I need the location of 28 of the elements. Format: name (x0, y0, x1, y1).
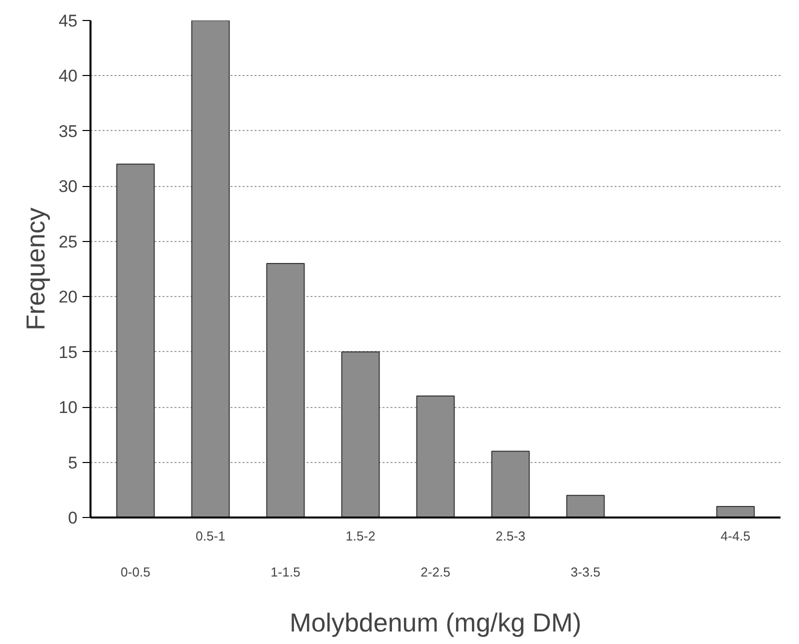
x-tick-label: 0-0.5 (120, 564, 150, 580)
bar (116, 164, 155, 518)
y-tick-label: 35 (58, 122, 78, 141)
y-axis-title: Frequency (20, 208, 51, 330)
x-tick-label: 3-3.5 (570, 564, 600, 580)
y-tick-label: 25 (58, 232, 78, 252)
y-tick-label: 40 (58, 66, 78, 86)
y-tick-label: 15 (58, 342, 78, 362)
bar (266, 262, 305, 518)
x-tick-label: 2-2.5 (420, 564, 450, 580)
bar (491, 450, 530, 518)
x-tick-label: 0.5-1 (196, 528, 226, 544)
x-tick-label: 1.5-2 (346, 528, 376, 544)
x-tick-label: 2.5-3 (496, 528, 526, 544)
bar (416, 396, 455, 518)
x-axis-title: Molybdenum (mg/kg DM) (290, 608, 582, 638)
y-tick-label: 0 (68, 508, 78, 528)
bar (566, 494, 605, 518)
y-tick-label: 45 (58, 12, 78, 30)
bar (716, 506, 755, 518)
bar (191, 20, 230, 518)
x-tick-label: 1-1.5 (270, 564, 300, 580)
y-tick-label: 10 (58, 398, 78, 418)
y-tick-label: 20 (58, 288, 78, 307)
y-tick-label: 5 (68, 453, 78, 472)
y-tick-label: 30 (58, 177, 78, 196)
bar (341, 351, 380, 518)
x-tick-label: 4-4.5 (720, 528, 750, 544)
